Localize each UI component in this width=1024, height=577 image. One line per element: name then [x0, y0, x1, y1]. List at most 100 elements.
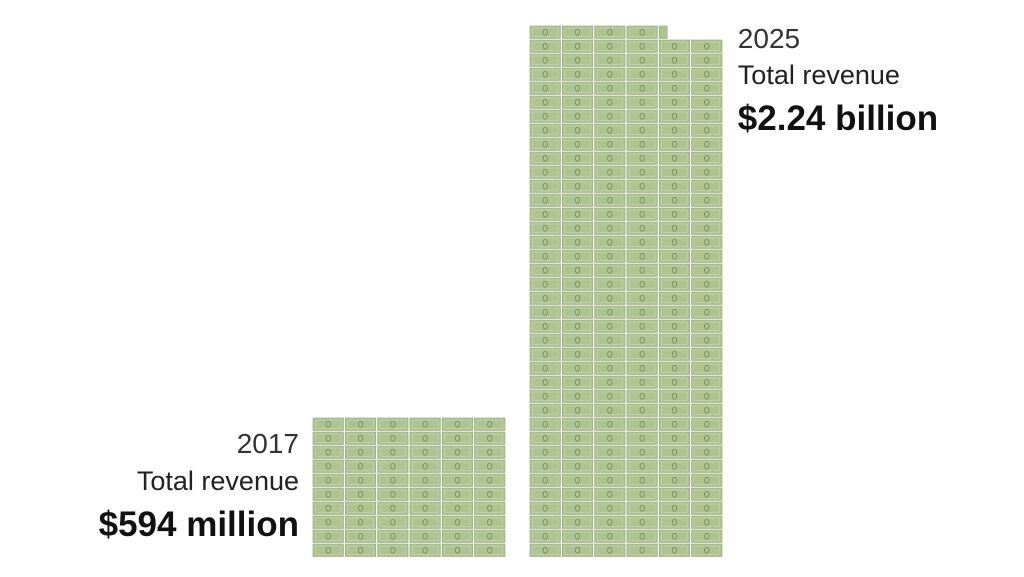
bill-inner [476, 419, 503, 429]
bill-seal [542, 434, 548, 442]
bill-inner [532, 517, 559, 527]
bill [626, 319, 658, 333]
bill [658, 375, 691, 389]
bill-seal [574, 210, 581, 218]
bill-seal [542, 70, 548, 78]
bill-seal [357, 532, 364, 540]
bill-seal [574, 504, 581, 512]
bill-inner [629, 517, 656, 527]
bill [529, 235, 561, 249]
bill [561, 375, 594, 389]
bill [691, 515, 723, 529]
bill [626, 431, 658, 445]
bill-inner [693, 419, 720, 429]
bill-inner [532, 279, 559, 289]
bill [561, 543, 594, 557]
bill-inner [532, 237, 559, 247]
bill-inner [315, 503, 342, 513]
bill-inner [693, 265, 720, 275]
bill-seal [639, 448, 645, 456]
bill-seal [454, 420, 461, 428]
bill [626, 221, 658, 235]
bill [594, 529, 626, 543]
bill-inner [693, 237, 720, 247]
bill-inner [693, 307, 720, 317]
bill-inner [347, 447, 374, 457]
bill [529, 81, 561, 95]
bill-inner [444, 531, 471, 541]
bill [561, 207, 594, 221]
bill-seal [607, 476, 613, 484]
bill-seal [574, 308, 581, 316]
bill-seal [639, 308, 645, 316]
bill-seal [542, 462, 548, 470]
bill-inner [693, 139, 720, 149]
bill [529, 221, 561, 235]
bill-seal [607, 196, 613, 204]
bill-inner [564, 223, 591, 233]
bill-seal [574, 196, 581, 204]
bill-seal [487, 420, 493, 428]
bill-seal [704, 112, 710, 120]
bill-seal [390, 546, 396, 554]
bill-seal [607, 364, 613, 372]
bill [377, 515, 409, 529]
bill [658, 95, 691, 109]
bill-seal [357, 504, 364, 512]
bill [691, 487, 723, 501]
bill [594, 193, 626, 207]
bill-inner [629, 195, 656, 205]
bill [377, 431, 409, 445]
bill-inner [629, 251, 656, 261]
bill [529, 193, 561, 207]
bill-seal [639, 336, 645, 344]
bill [691, 109, 723, 123]
bill [561, 473, 594, 487]
bill-seal [574, 98, 581, 106]
bill [561, 81, 594, 95]
bill [691, 151, 723, 165]
bill [626, 473, 658, 487]
bill [626, 501, 658, 515]
bill-seal [607, 140, 613, 148]
bill-inner [661, 489, 688, 499]
bill-inner [629, 419, 656, 429]
bill [474, 501, 506, 515]
bill-inner [629, 111, 656, 121]
bill-inner [661, 41, 688, 51]
bill [441, 431, 474, 445]
bill-inner [564, 251, 591, 261]
bill-seal [607, 56, 613, 64]
bill-seal [671, 336, 678, 344]
bill [377, 487, 409, 501]
bill-seal [574, 392, 581, 400]
bill-inner [532, 531, 559, 541]
bill [529, 277, 561, 291]
bill-inner [564, 293, 591, 303]
bill [594, 333, 626, 347]
bill-seal [607, 378, 613, 386]
bill [529, 319, 561, 333]
bill-inner [564, 181, 591, 191]
bill-seal [454, 504, 461, 512]
bill [474, 473, 506, 487]
bill [626, 179, 658, 193]
bill-inner [596, 419, 623, 429]
bill-seal [671, 154, 678, 162]
bill-seal [454, 518, 461, 526]
bill-seal [325, 434, 331, 442]
bill-inner [596, 517, 623, 527]
bill-seal [671, 168, 678, 176]
bill [594, 277, 626, 291]
value-label: $2.24 billion [738, 99, 938, 138]
bill [658, 445, 691, 459]
bill-seal [574, 336, 581, 344]
bill-seal [704, 448, 710, 456]
bill [691, 543, 723, 557]
bill-seal [542, 112, 548, 120]
bill [658, 277, 691, 291]
bill [529, 151, 561, 165]
bill-inner [693, 461, 720, 471]
bill-seal [390, 504, 396, 512]
bill-inner [564, 531, 591, 541]
